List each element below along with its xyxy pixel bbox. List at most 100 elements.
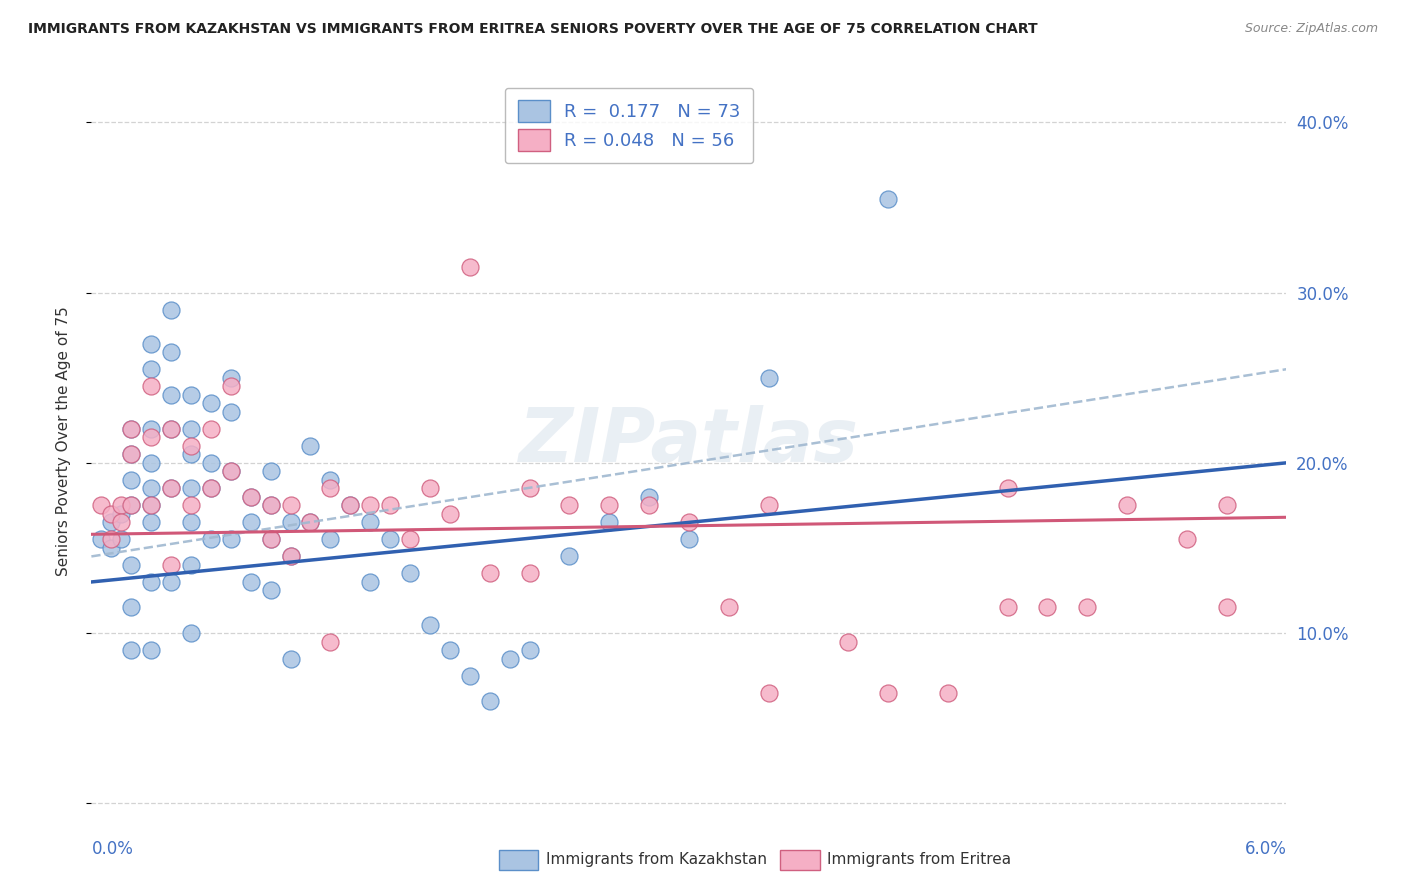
Point — [160, 481, 183, 495]
Point — [200, 396, 222, 410]
Point — [160, 558, 183, 572]
Point — [1175, 533, 1198, 547]
Point — [319, 634, 342, 648]
Point — [678, 533, 700, 547]
Point — [160, 574, 183, 589]
Point — [180, 516, 202, 530]
Point — [110, 499, 132, 513]
Point — [239, 516, 262, 530]
Point — [239, 490, 262, 504]
Point — [598, 516, 620, 530]
Point — [239, 490, 262, 504]
Point — [219, 379, 242, 393]
Point — [419, 617, 441, 632]
Point — [180, 558, 202, 572]
Point — [180, 626, 202, 640]
Point — [120, 499, 142, 513]
Point — [997, 481, 1019, 495]
Point — [120, 473, 142, 487]
Point — [299, 439, 322, 453]
Point — [219, 370, 242, 384]
Point — [319, 473, 342, 487]
Point — [837, 634, 859, 648]
Point — [259, 583, 281, 598]
Point — [141, 481, 162, 495]
Point — [90, 499, 112, 513]
Point — [120, 422, 142, 436]
Point — [160, 345, 183, 359]
Point — [219, 533, 242, 547]
Point — [180, 422, 202, 436]
Point — [90, 533, 112, 547]
Point — [419, 481, 441, 495]
Text: Immigrants from Kazakhstan: Immigrants from Kazakhstan — [546, 853, 766, 867]
Point — [120, 447, 142, 461]
Point — [100, 541, 122, 555]
Point — [200, 422, 222, 436]
Point — [439, 643, 461, 657]
Point — [519, 481, 541, 495]
Point — [558, 499, 581, 513]
Point — [200, 481, 222, 495]
Point — [120, 558, 142, 572]
Point — [280, 549, 302, 564]
Point — [141, 643, 162, 657]
Point — [758, 499, 780, 513]
Point — [180, 447, 202, 461]
Point — [319, 481, 342, 495]
Point — [180, 439, 202, 453]
Point — [120, 422, 142, 436]
Point — [399, 533, 422, 547]
Point — [259, 533, 281, 547]
Point — [160, 422, 183, 436]
Point — [219, 464, 242, 478]
Point — [141, 499, 162, 513]
Point — [458, 260, 481, 274]
Point — [180, 499, 202, 513]
Point — [141, 379, 162, 393]
Point — [259, 499, 281, 513]
Point — [160, 302, 183, 317]
Point — [319, 533, 342, 547]
Point — [758, 370, 780, 384]
Point — [936, 685, 959, 699]
Point — [160, 388, 183, 402]
Point — [339, 499, 361, 513]
Point — [638, 490, 661, 504]
Text: IMMIGRANTS FROM KAZAKHSTAN VS IMMIGRANTS FROM ERITREA SENIORS POVERTY OVER THE A: IMMIGRANTS FROM KAZAKHSTAN VS IMMIGRANTS… — [28, 22, 1038, 37]
Point — [141, 430, 162, 444]
Point — [219, 405, 242, 419]
Point — [478, 694, 501, 708]
Point — [120, 643, 142, 657]
Point — [280, 516, 302, 530]
Point — [1036, 600, 1059, 615]
Point — [299, 516, 322, 530]
Point — [877, 192, 900, 206]
Point — [359, 516, 381, 530]
Legend: R =  0.177   N = 73, R = 0.048   N = 56: R = 0.177 N = 73, R = 0.048 N = 56 — [505, 87, 754, 163]
Point — [758, 685, 780, 699]
Point — [558, 549, 581, 564]
Point — [598, 499, 620, 513]
Point — [1076, 600, 1098, 615]
Point — [141, 422, 162, 436]
Point — [259, 533, 281, 547]
Point — [519, 566, 541, 581]
Text: 6.0%: 6.0% — [1244, 840, 1286, 858]
Point — [678, 516, 700, 530]
Point — [200, 456, 222, 470]
Point — [638, 499, 661, 513]
Point — [110, 516, 132, 530]
Point — [1216, 499, 1239, 513]
Point — [160, 422, 183, 436]
Point — [120, 600, 142, 615]
Point — [180, 388, 202, 402]
Point — [110, 533, 132, 547]
Point — [239, 574, 262, 589]
Point — [378, 499, 402, 513]
Point — [100, 507, 122, 521]
Point — [439, 507, 461, 521]
Point — [180, 481, 202, 495]
Point — [280, 651, 302, 665]
Point — [299, 516, 322, 530]
